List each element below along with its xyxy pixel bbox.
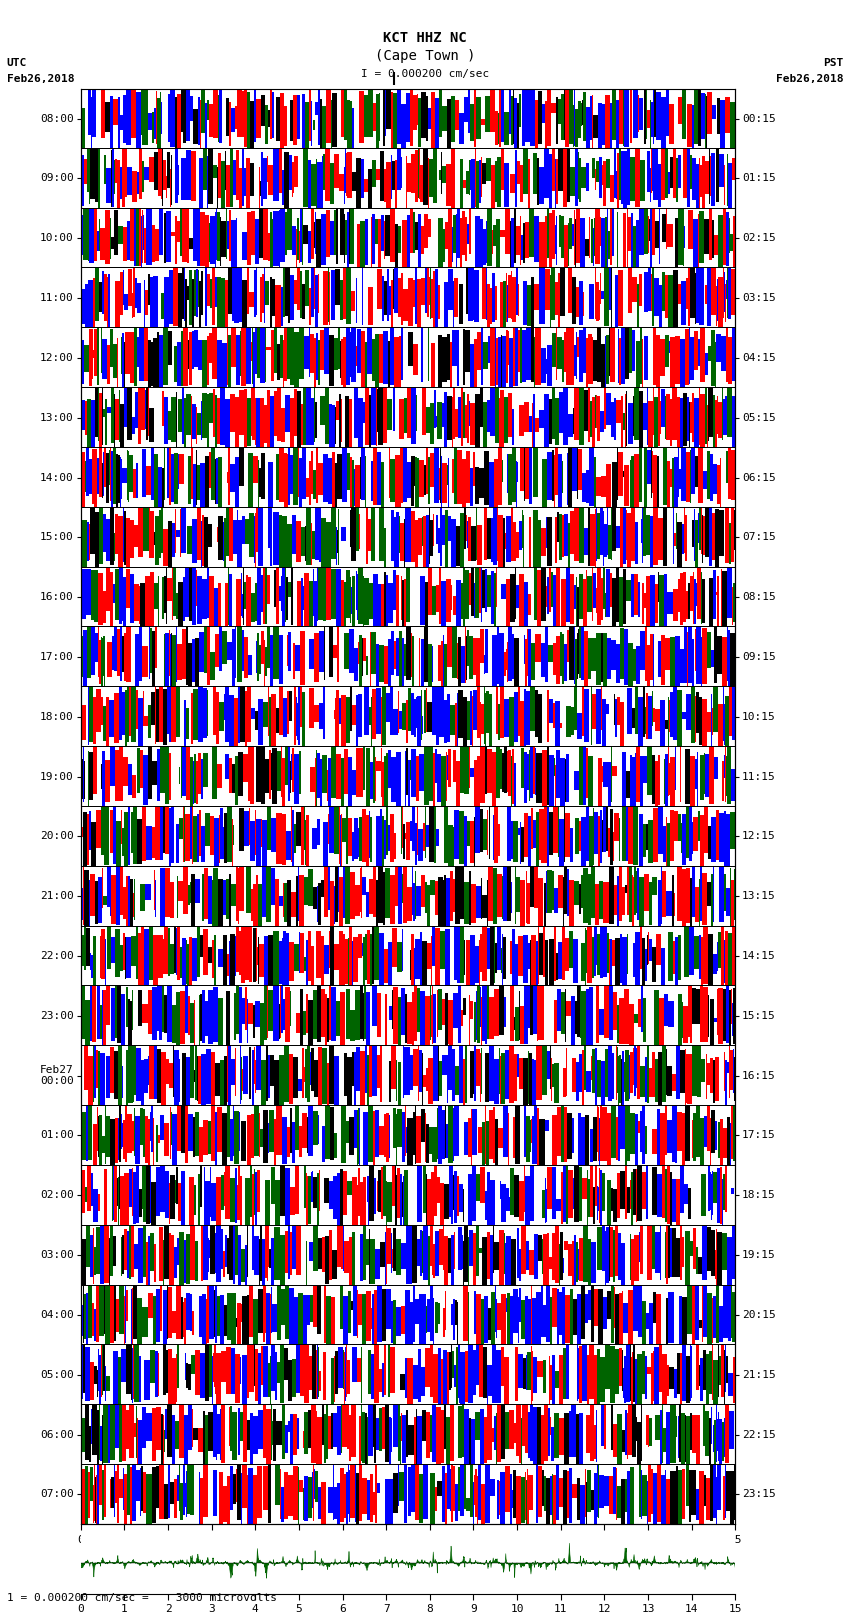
Text: Feb26,2018: Feb26,2018 (7, 74, 74, 84)
Text: KCT HHZ NC: KCT HHZ NC (383, 31, 467, 45)
Text: I = 0.000200 cm/sec: I = 0.000200 cm/sec (361, 69, 489, 79)
Text: Feb26,2018: Feb26,2018 (776, 74, 843, 84)
Text: UTC: UTC (7, 58, 27, 68)
Text: (Cape Town ): (Cape Town ) (375, 48, 475, 63)
Text: PST: PST (823, 58, 843, 68)
Text: 1 = 0.000200 cm/sec =    3000 microvolts: 1 = 0.000200 cm/sec = 3000 microvolts (7, 1594, 277, 1603)
X-axis label: TIME (MINUTES): TIME (MINUTES) (355, 1550, 461, 1563)
